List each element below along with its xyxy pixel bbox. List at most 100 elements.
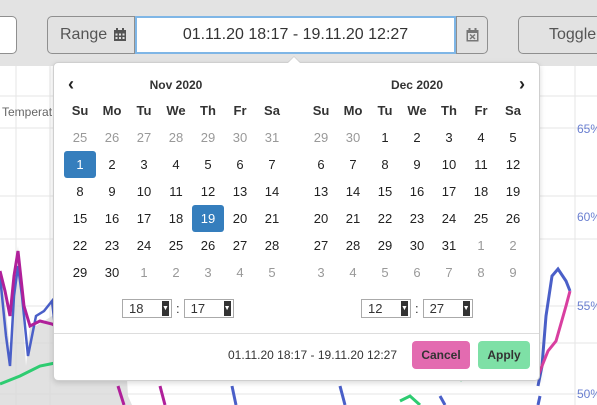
end-hour-select[interactable]: 12 ▼	[361, 299, 411, 318]
day-cell[interactable]: 17	[136, 211, 152, 226]
day-cell[interactable]: 5	[509, 130, 517, 145]
day-cell[interactable]: 20	[232, 211, 248, 226]
day-cell[interactable]: 31	[441, 238, 457, 253]
day-cell[interactable]: 29	[377, 238, 393, 253]
day-cell[interactable]: 6	[317, 157, 325, 172]
day-cell[interactable]: 27	[313, 238, 329, 253]
day-cell[interactable]: 9	[509, 265, 517, 280]
day-cell[interactable]: 5	[381, 265, 389, 280]
day-cell[interactable]: 23	[104, 238, 120, 253]
day-cell[interactable]: 18	[168, 211, 184, 226]
day-cell[interactable]: 4	[349, 265, 357, 280]
apply-button[interactable]: Apply	[478, 341, 530, 369]
day-cell[interactable]: 27	[232, 238, 248, 253]
day-cell[interactable]: 23	[409, 211, 425, 226]
day-cell[interactable]: 28	[168, 130, 184, 145]
day-cell[interactable]: 16	[104, 211, 120, 226]
day-cell[interactable]: 3	[204, 265, 212, 280]
day-cell[interactable]: 26	[104, 130, 120, 145]
day-cell[interactable]: 12	[505, 157, 521, 172]
range-button[interactable]: Range	[47, 16, 135, 54]
day-cell[interactable]: 22	[72, 238, 88, 253]
day-cell[interactable]: 21	[264, 211, 280, 226]
day-cell[interactable]: 11	[169, 184, 183, 199]
day-cell[interactable]: 2	[108, 157, 116, 172]
day-cell[interactable]: 22	[377, 211, 393, 226]
day-cell[interactable]: 1	[477, 238, 485, 253]
day-cell[interactable]: 24	[136, 238, 152, 253]
day-cell[interactable]: 5	[204, 157, 212, 172]
day-cell-selected[interactable]: 1	[64, 151, 96, 178]
day-cell-selected[interactable]: 19	[192, 205, 224, 232]
day-cell[interactable]: 29	[200, 130, 216, 145]
day-cell[interactable]: 4	[236, 265, 244, 280]
range-input[interactable]: 01.11.20 18:17 - 19.11.20 12:27	[135, 16, 456, 54]
day-cell[interactable]: 7	[268, 157, 276, 172]
weekday-label: Mo	[102, 103, 122, 118]
left-control[interactable]	[0, 16, 17, 54]
toggle-button[interactable]: Toggle	[518, 16, 597, 54]
day-cell[interactable]: 21	[345, 211, 361, 226]
start-hour-select[interactable]: 18 ▼	[122, 299, 172, 318]
day-cell[interactable]: 24	[441, 211, 457, 226]
day-cell[interactable]: 30	[232, 130, 248, 145]
weekday-label: Sa	[505, 103, 521, 118]
day-cell[interactable]: 8	[381, 157, 389, 172]
day-cell[interactable]: 30	[345, 130, 361, 145]
clear-range-button[interactable]	[456, 16, 488, 54]
day-cell[interactable]: 3	[317, 265, 325, 280]
day-cell[interactable]: 9	[108, 184, 116, 199]
y-tick-label: 50%	[577, 387, 597, 401]
day-cell[interactable]: 10	[441, 157, 457, 172]
day-cell[interactable]: 26	[505, 211, 521, 226]
day-cell[interactable]: 2	[413, 130, 421, 145]
day-cell[interactable]: 10	[136, 184, 152, 199]
day-cell[interactable]: 6	[236, 157, 244, 172]
day-cell[interactable]: 25	[72, 130, 88, 145]
day-cell[interactable]: 12	[200, 184, 216, 199]
day-cell[interactable]: 5	[268, 265, 276, 280]
day-cell[interactable]: 1	[140, 265, 148, 280]
day-cell[interactable]: 6	[413, 265, 421, 280]
day-cell[interactable]: 30	[409, 238, 425, 253]
day-cell[interactable]: 14	[345, 184, 361, 199]
day-cell[interactable]: 31	[264, 130, 280, 145]
day-cell[interactable]: 29	[313, 130, 329, 145]
day-cell[interactable]: 17	[441, 184, 457, 199]
day-cell[interactable]: 16	[409, 184, 425, 199]
day-cell[interactable]: 19	[505, 184, 521, 199]
day-cell[interactable]: 18	[473, 184, 489, 199]
prev-month-icon[interactable]: ‹	[68, 74, 74, 94]
day-cell[interactable]: 25	[473, 211, 489, 226]
day-cell[interactable]: 13	[232, 184, 248, 199]
day-cell[interactable]: 9	[413, 157, 421, 172]
day-cell[interactable]: 3	[445, 130, 453, 145]
day-cell[interactable]: 14	[264, 184, 280, 199]
day-cell[interactable]: 27	[136, 130, 152, 145]
day-cell[interactable]: 30	[104, 265, 120, 280]
day-cell[interactable]: 26	[200, 238, 216, 253]
next-month-icon[interactable]: ›	[519, 74, 525, 94]
day-cell[interactable]: 4	[477, 130, 485, 145]
day-cell[interactable]: 25	[168, 238, 184, 253]
day-cell[interactable]: 4	[172, 157, 180, 172]
cancel-button[interactable]: Cancel	[412, 341, 470, 369]
day-cell[interactable]: 2	[172, 265, 180, 280]
day-cell[interactable]: 8	[477, 265, 485, 280]
day-cell[interactable]: 7	[349, 157, 357, 172]
day-cell[interactable]: 3	[140, 157, 148, 172]
day-cell[interactable]: 1	[381, 130, 389, 145]
day-cell[interactable]: 29	[72, 265, 88, 280]
day-cell[interactable]: 11	[474, 157, 488, 172]
day-cell[interactable]: 2	[509, 238, 517, 253]
day-cell[interactable]: 8	[76, 184, 84, 199]
day-cell[interactable]: 28	[345, 238, 361, 253]
day-cell[interactable]: 28	[264, 238, 280, 253]
start-minute-select[interactable]: 17 ▼	[183, 299, 234, 318]
day-cell[interactable]: 15	[72, 211, 88, 226]
day-cell[interactable]: 13	[313, 184, 329, 199]
day-cell[interactable]: 20	[313, 211, 329, 226]
day-cell[interactable]: 7	[445, 265, 453, 280]
end-minute-select[interactable]: 27 ▼	[422, 299, 473, 318]
day-cell[interactable]: 15	[377, 184, 393, 199]
